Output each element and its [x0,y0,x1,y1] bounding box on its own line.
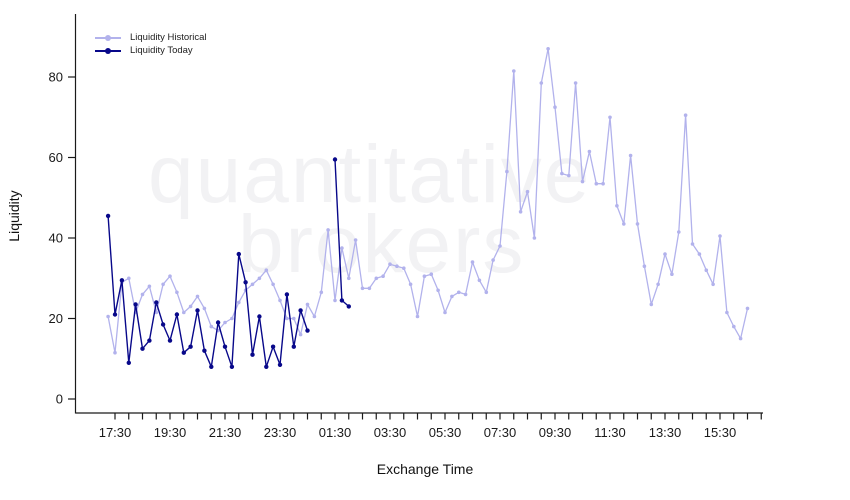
watermark-line1: quantitative [148,129,592,220]
x-tick-label: 23:30 [264,425,297,440]
x-tick-label: 21:30 [209,425,242,440]
axes: 0 20 40 60 80 17:30 19:30 21:30 23:30 01:30 03:30 0… [49,14,763,440]
x-tick-label: 07:30 [484,425,517,440]
x-tick-label: 03:30 [374,425,407,440]
x-tick-label: 15:30 [704,425,737,440]
today-line-swatch [95,47,121,54]
x-tick-label: 05:30 [429,425,462,440]
x-tick-label: 11:30 [594,425,626,440]
legend-item-today: Liquidity Today [95,44,207,57]
y-axis-title: Liquidity [6,190,22,242]
y-tick-label: 20 [49,311,63,326]
historical-line-swatch [95,34,121,41]
legend-label-historical: Liquidity Historical [130,32,207,43]
legend-label-today: Liquidity Today [130,45,193,56]
y-tick-label: 40 [49,231,63,246]
x-tick-label: 01:30 [319,425,352,440]
series-today [105,157,351,369]
x-axis-title: Exchange Time [376,461,474,477]
y-tick-label: 60 [49,150,63,165]
legend-item-historical: Liquidity Historical [95,31,207,44]
series-historical [106,47,750,355]
x-tick-label: 17:30 [99,425,132,440]
y-tick-label: 0 [56,392,63,407]
watermark-line2: brokers [238,199,526,290]
legend: Liquidity Historical Liquidity Today [95,31,207,57]
x-tick-label: 13:30 [649,425,682,440]
x-tick-label: 19:30 [154,425,187,440]
x-tick-label: 09:30 [539,425,572,440]
y-tick-label: 80 [49,70,63,85]
